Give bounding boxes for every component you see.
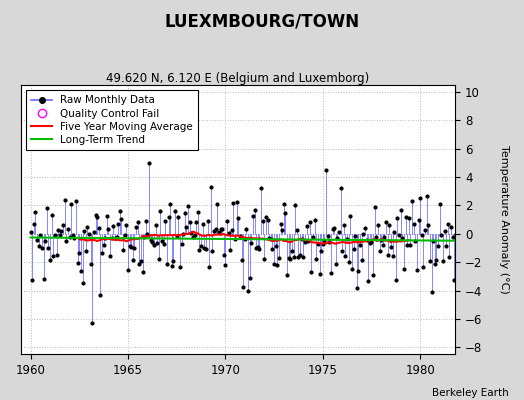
- Title: 49.620 N, 6.120 E (Belgium and Luxemborg): 49.620 N, 6.120 E (Belgium and Luxemborg…: [106, 72, 369, 85]
- Y-axis label: Temperature Anomaly (°C): Temperature Anomaly (°C): [499, 145, 509, 294]
- Text: Berkeley Earth: Berkeley Earth: [432, 388, 508, 398]
- Legend: Raw Monthly Data, Quality Control Fail, Five Year Moving Average, Long-Term Tren: Raw Monthly Data, Quality Control Fail, …: [26, 90, 199, 150]
- Text: LUEXMBOURG/TOWN: LUEXMBOURG/TOWN: [165, 12, 359, 30]
